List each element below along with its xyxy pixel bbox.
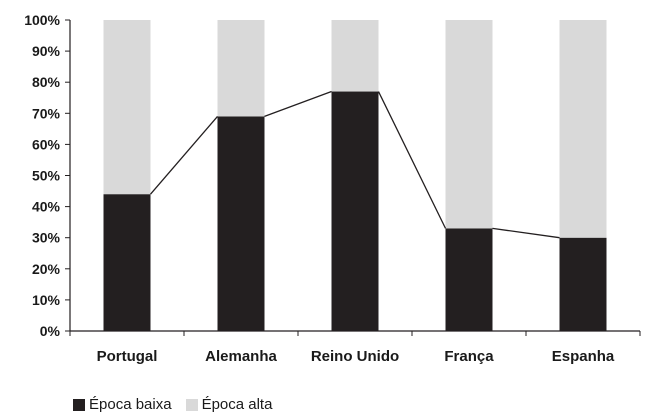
y-tick-label: 80% [32, 74, 61, 90]
bar-epoca-alta-2 [217, 20, 265, 117]
series-line-segment [492, 227, 560, 239]
bars-group [103, 20, 607, 331]
legend-label-epoca-alta: Época alta [201, 396, 273, 413]
y-tick-label: 60% [32, 136, 61, 152]
legend: Época baixa Época alta [73, 396, 272, 413]
bar-epoca-alta-4 [445, 20, 493, 229]
y-tick-label: 30% [32, 230, 61, 246]
legend-item-epoca-baixa: Época baixa [73, 396, 172, 413]
legend-swatch-epoca-baixa [73, 398, 85, 411]
bar-epoca-alta-5 [559, 20, 607, 238]
bar-epoca-baixa-2 [217, 116, 265, 331]
x-tick-label: Reino Unido [311, 348, 399, 365]
y-tick-label: 0% [40, 323, 61, 339]
x-tick-label: França [444, 348, 494, 365]
y-tick-label: 40% [32, 199, 61, 215]
y-axis-ticks: 0% 10% 20% 30% 40% 50% 60% 70% 80% 90% 100% [24, 12, 70, 339]
series-line-segment [377, 91, 447, 229]
y-tick-label: 70% [32, 105, 61, 121]
category-labels: Portugal Alemanha Reino Unido França Espanha [97, 348, 615, 365]
y-tick-label: 90% [32, 43, 61, 59]
bar-epoca-baixa-3 [331, 91, 379, 331]
legend-item-epoca-alta: Época alta [185, 396, 273, 413]
bar-epoca-baixa-5 [559, 237, 607, 331]
line-overlay-group [150, 90, 560, 239]
bar-epoca-alta-3 [331, 20, 379, 92]
x-tick-label: Espanha [552, 348, 615, 365]
axes-group [69, 20, 641, 336]
bar-epoca-alta-1 [103, 20, 151, 195]
legend-swatch-epoca-alta [185, 398, 198, 411]
series-line-segment [264, 90, 332, 118]
x-tick-label: Alemanha [205, 348, 277, 365]
y-tick-label: 10% [32, 292, 61, 308]
y-tick-label: 50% [32, 168, 61, 184]
series-line-segment [150, 115, 218, 195]
y-tick-label: 20% [32, 261, 61, 277]
bar-epoca-baixa-4 [445, 228, 493, 331]
x-tick-label: Portugal [97, 348, 158, 365]
bar-epoca-baixa-1 [103, 194, 151, 331]
y-tick-label: 100% [24, 12, 60, 28]
legend-label-epoca-baixa: Época baixa [89, 396, 172, 413]
